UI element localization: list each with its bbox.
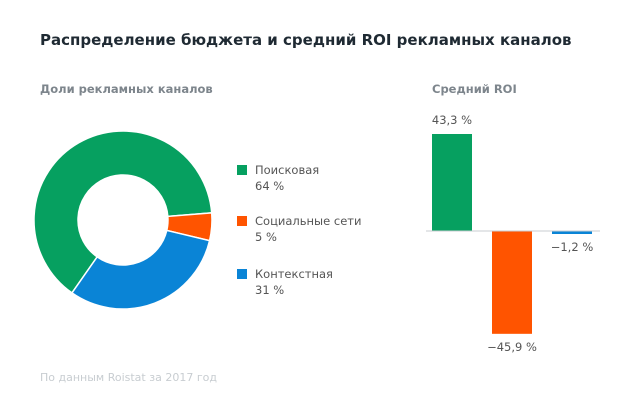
page-title: Распределение бюджета и средний ROI рекл… xyxy=(40,31,572,49)
legend-label: Поисковая xyxy=(255,163,320,177)
legend-swatch xyxy=(237,269,247,279)
bar-value-label: −45,9 % xyxy=(487,340,537,354)
legend-label: Контекстная xyxy=(255,267,333,281)
legend-label: Социальные сети xyxy=(255,214,362,228)
bar-value-label: 43,3 % xyxy=(432,113,472,127)
legend-value: 64 % xyxy=(255,179,285,193)
bar-title: Средний ROI xyxy=(432,82,517,96)
donut-title: Доли рекламных каналов xyxy=(40,82,213,96)
roi-bar xyxy=(552,231,592,234)
footnote: По данным Roistat за 2017 год xyxy=(40,371,217,384)
donut-slice xyxy=(70,229,211,310)
legend-value: 5 % xyxy=(255,230,277,244)
legend-swatch xyxy=(237,165,247,175)
donut-slice xyxy=(33,130,213,294)
bar-value-label: −1,2 % xyxy=(551,240,594,254)
legend-value: 31 % xyxy=(255,283,285,297)
roi-bar xyxy=(492,231,532,334)
roi-bar xyxy=(432,134,472,231)
legend-swatch xyxy=(237,216,247,226)
